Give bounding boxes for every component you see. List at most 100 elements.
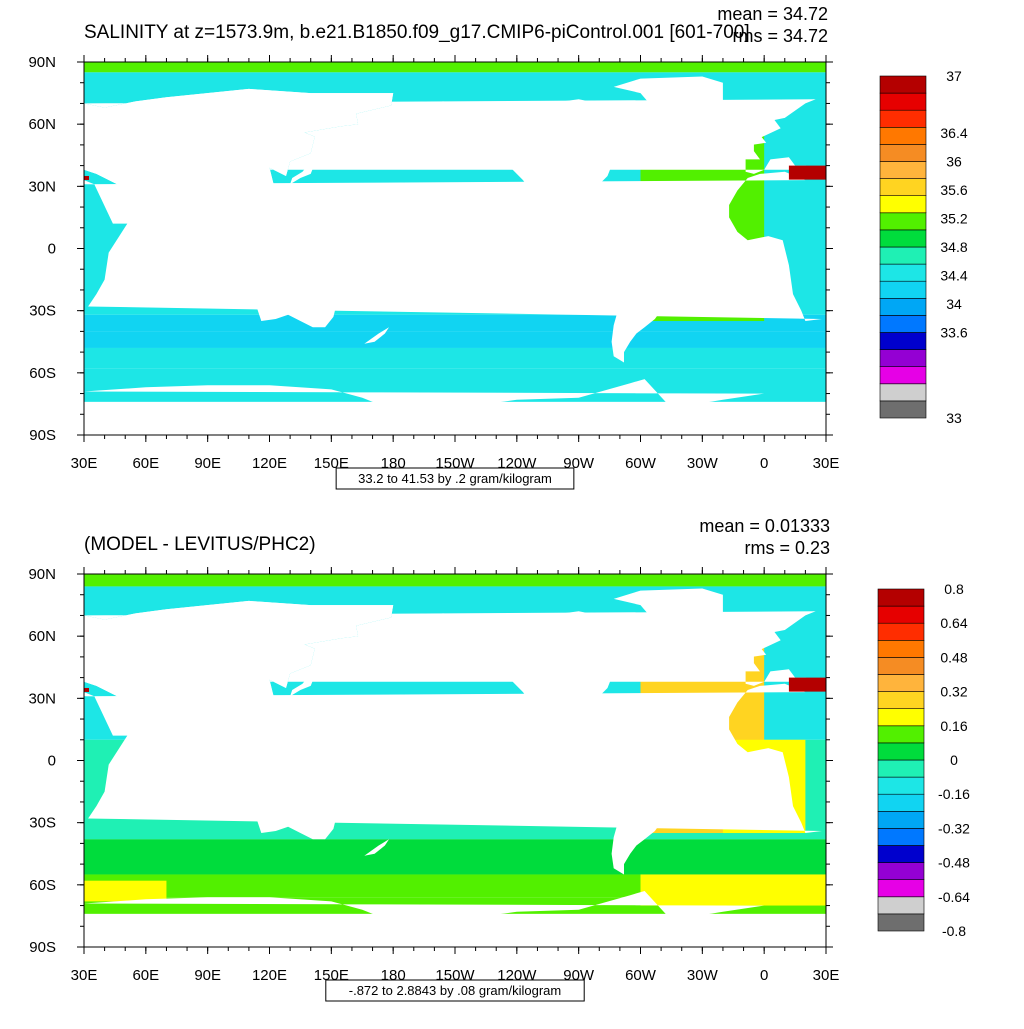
colorbar-label: 36	[946, 154, 962, 170]
colorbar-box	[877, 776, 925, 795]
stat-text: rms = 34.72	[732, 26, 828, 46]
colorbar-box	[877, 622, 925, 641]
colorbar-label: 0.8	[944, 581, 964, 597]
land-uk	[751, 128, 767, 145]
colorbar-box	[877, 810, 925, 829]
field-band	[84, 62, 826, 73]
land-nz	[364, 839, 389, 856]
x-axis: 30E 60E 90E 120E 150E 180 150W 120W 90W 60W 30W 0 30…	[71, 55, 840, 472]
colorbar-box	[879, 315, 927, 333]
land-eurasia-east	[84, 88, 394, 245]
colorbar-box	[879, 332, 927, 350]
x-tick-label: 90W	[563, 455, 595, 472]
colorbar-box	[879, 349, 927, 368]
land-sumatra	[218, 750, 241, 773]
colorbar-box	[879, 127, 927, 145]
colorbar-box	[879, 280, 927, 299]
colorbar-box	[877, 879, 925, 898]
southern-yellow	[640, 874, 826, 906]
colorbar-label: 36.4	[940, 125, 967, 141]
land-sumatra	[218, 238, 241, 261]
chart-title: (MODEL - LEVITUS/PHC2)	[84, 534, 316, 555]
stat-text: mean = 34.72	[717, 4, 828, 24]
y-tick-label: 0	[48, 753, 56, 770]
x-tick-label: 30W	[687, 455, 719, 472]
y-tick-label: 90N	[28, 566, 56, 583]
y-tick-label: 30S	[29, 815, 56, 832]
colorbar-box	[879, 178, 927, 197]
y-tick-label: 30N	[28, 178, 56, 195]
colorbar-label: 34.4	[940, 268, 967, 284]
x-tick-label: 120W	[497, 455, 537, 472]
x-tick-label: 30E	[813, 967, 840, 984]
contour-info-frame	[335, 467, 575, 490]
land-antarctica	[84, 379, 765, 435]
colorbar-label: -0.16	[938, 786, 970, 802]
x-tick-label: 0	[760, 967, 768, 984]
mediterranean-outflow	[788, 677, 826, 692]
colorbar-box	[877, 708, 925, 727]
colorbar-box	[877, 725, 925, 744]
land-borneo	[246, 748, 268, 767]
land-namerica	[417, 611, 649, 744]
land-uk	[751, 640, 767, 657]
colorbar: -0.8 -0.64 -0.48 -0.32 -0.16 0 0.16 0.32 0.48 0.6…	[877, 581, 970, 939]
land-namerica	[417, 99, 649, 232]
land-japan	[290, 161, 315, 185]
x-tick-label: 30E	[813, 455, 840, 472]
x-tick-label: 90E	[194, 967, 221, 984]
x-tick-label: 90W	[563, 967, 595, 984]
x-tick-label: 120W	[497, 967, 537, 984]
colorbar-box	[879, 75, 927, 94]
x-tick-label: 60E	[132, 455, 159, 472]
chart-title: SALINITY at z=1573.9m, b.e21.B1850.f09_g…	[84, 22, 750, 43]
x-tick-label: 60E	[132, 967, 159, 984]
colorbar-box	[879, 109, 927, 128]
field-band	[84, 839, 826, 875]
mediterranean-outflow	[788, 165, 826, 180]
colorbar-box	[877, 742, 925, 761]
contour-info-frame	[325, 979, 585, 1002]
colorbar-box	[877, 759, 925, 778]
colorbar-box	[877, 588, 925, 607]
land-nz	[364, 327, 389, 344]
land-madagascar	[112, 275, 126, 301]
colorbar-box	[879, 161, 927, 179]
y-tick-label: 60S	[29, 877, 56, 894]
colorbar-box	[877, 845, 925, 863]
x-tick-label: 60W	[625, 455, 657, 472]
y-tick-label: 60N	[28, 628, 56, 645]
colorbar-box	[877, 657, 925, 675]
colorbar-label: 0.16	[940, 718, 967, 734]
colorbar-label: 37	[946, 68, 962, 84]
colorbar-label: -0.32	[938, 820, 970, 836]
ocean-field	[84, 574, 826, 947]
y-tick-label: 90S	[29, 427, 56, 444]
land-borneo	[246, 236, 268, 255]
land-newguinea	[292, 250, 332, 266]
x-tick-label: 60W	[625, 967, 657, 984]
x-tick-label: 30E	[71, 455, 98, 472]
y-tick-label: 90S	[29, 939, 56, 956]
x-tick-label: 120E	[252, 455, 287, 472]
colorbar-box	[877, 793, 925, 812]
stat-text: rms = 0.23	[744, 538, 830, 558]
y-tick-label: 0	[48, 241, 56, 258]
colorbar-box	[879, 144, 927, 162]
colorbar-label: 33.6	[940, 325, 967, 341]
contour-info-box: 33.2 to 41.53 by .2 gram/kilogram	[335, 467, 575, 490]
x-tick-label: 150E	[314, 967, 349, 984]
x-tick-label: 150W	[435, 455, 475, 472]
y-tick-label: 60N	[28, 116, 56, 133]
colorbar-label: 33	[946, 410, 962, 426]
colorbar-label: -0.8	[942, 923, 966, 939]
colorbar-box	[879, 263, 927, 282]
land-samerica	[597, 223, 692, 363]
field-band	[84, 347, 826, 369]
map-panel-1: 30E 60E 90E 120E 150E 180 150W 120W 90W 60W 30W 0 30…	[28, 4, 968, 490]
y-tick-label: 30N	[28, 690, 56, 707]
field-band	[84, 331, 826, 348]
colorbar-box	[877, 605, 925, 624]
